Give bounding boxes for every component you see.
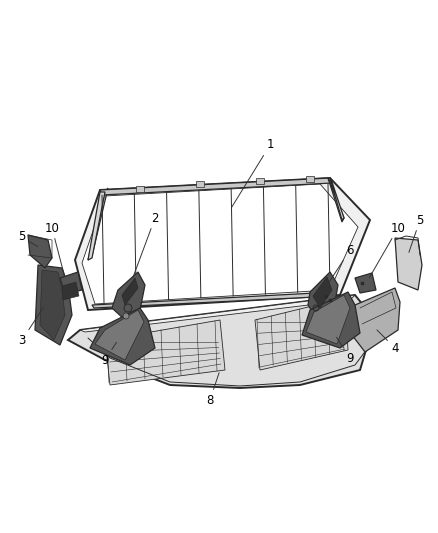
Polygon shape xyxy=(313,277,332,308)
Polygon shape xyxy=(328,178,344,222)
Text: 5: 5 xyxy=(409,214,424,252)
Text: 9: 9 xyxy=(336,337,354,365)
Text: 9: 9 xyxy=(101,342,117,367)
Polygon shape xyxy=(308,272,338,320)
Polygon shape xyxy=(100,178,332,195)
Polygon shape xyxy=(302,292,360,348)
Text: 10: 10 xyxy=(369,222,406,278)
Polygon shape xyxy=(68,295,375,388)
Polygon shape xyxy=(352,288,400,352)
Circle shape xyxy=(123,313,129,319)
Polygon shape xyxy=(112,272,145,320)
Polygon shape xyxy=(122,278,138,305)
Text: 1: 1 xyxy=(231,139,274,208)
Text: 6: 6 xyxy=(325,244,354,288)
Polygon shape xyxy=(92,292,336,308)
Text: 8: 8 xyxy=(206,373,219,407)
Polygon shape xyxy=(28,235,52,268)
Polygon shape xyxy=(75,178,370,310)
Polygon shape xyxy=(95,310,144,360)
Polygon shape xyxy=(196,181,204,187)
Polygon shape xyxy=(82,184,358,304)
Polygon shape xyxy=(80,295,355,332)
Polygon shape xyxy=(88,192,105,260)
Polygon shape xyxy=(35,265,72,345)
Polygon shape xyxy=(306,295,350,344)
Text: 4: 4 xyxy=(377,330,399,354)
Polygon shape xyxy=(88,188,108,260)
Polygon shape xyxy=(355,273,376,293)
Polygon shape xyxy=(105,320,225,385)
Polygon shape xyxy=(256,178,264,184)
Polygon shape xyxy=(395,238,422,290)
Polygon shape xyxy=(330,178,344,220)
Polygon shape xyxy=(90,308,155,365)
Text: 5: 5 xyxy=(18,230,38,247)
Text: 3: 3 xyxy=(18,308,43,346)
Text: 2: 2 xyxy=(133,212,159,277)
Polygon shape xyxy=(255,298,348,370)
Polygon shape xyxy=(60,272,82,294)
Polygon shape xyxy=(40,270,65,340)
Text: 10: 10 xyxy=(45,222,64,276)
Polygon shape xyxy=(306,176,314,182)
Polygon shape xyxy=(62,282,79,300)
Polygon shape xyxy=(136,186,144,192)
